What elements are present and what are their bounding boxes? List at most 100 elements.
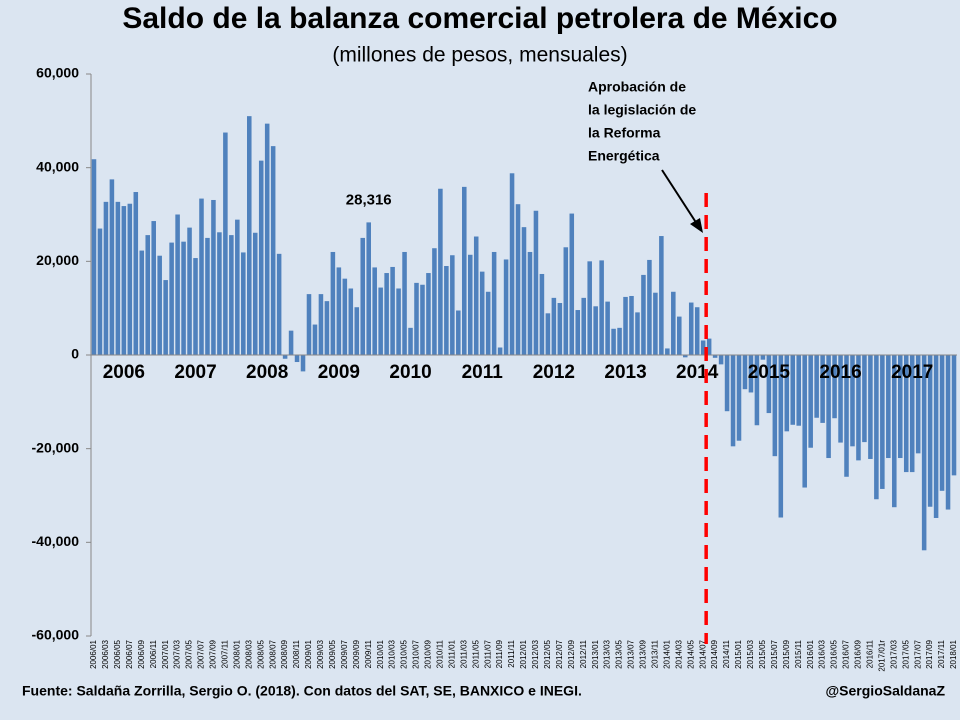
bar xyxy=(312,324,318,355)
bar xyxy=(659,236,664,355)
bar xyxy=(217,232,222,355)
x-tick-label: 2013/09 xyxy=(639,639,648,668)
x-tick-label: 2012/09 xyxy=(567,639,576,668)
bar xyxy=(736,355,742,441)
chart-subtitle: (millones de pesos, mensuales) xyxy=(332,44,627,67)
bar xyxy=(181,241,186,355)
chart-title: Saldo de la balanza comercial petrolera … xyxy=(122,2,837,35)
bar xyxy=(802,355,807,488)
x-tick-label: 2009/03 xyxy=(316,639,325,668)
x-tick-label: 2008/07 xyxy=(268,639,277,668)
x-tick-label: 2011/01 xyxy=(447,639,456,668)
x-tick-label: 2016/07 xyxy=(842,639,851,668)
bar xyxy=(575,310,581,355)
x-tick-label: 2011/09 xyxy=(495,639,504,668)
x-tick-label: 2010/09 xyxy=(424,639,433,668)
bar xyxy=(611,328,616,355)
x-tick-label: 2016/09 xyxy=(854,639,863,668)
bar xyxy=(605,301,610,355)
bar xyxy=(193,258,198,355)
year-label: 2017 xyxy=(891,362,933,383)
x-tick-label: 2007/01 xyxy=(161,639,170,668)
bar xyxy=(539,273,545,355)
bar xyxy=(951,355,957,476)
bar xyxy=(270,146,276,355)
bar xyxy=(557,303,563,355)
bar xyxy=(915,355,921,454)
bar xyxy=(127,203,133,355)
bar xyxy=(903,355,909,473)
x-tick-label: 2006/01 xyxy=(89,639,98,668)
x-tick-label: 2009/09 xyxy=(352,639,361,668)
bar xyxy=(163,280,168,355)
bar xyxy=(336,267,342,355)
x-tick-label: 2015/05 xyxy=(758,639,767,668)
x-tick-label: 2006/03 xyxy=(101,639,110,668)
x-tick-label: 2015/11 xyxy=(794,639,803,668)
data-label: 28,316 xyxy=(346,191,392,208)
bar xyxy=(820,355,825,423)
bar xyxy=(509,173,515,355)
bar xyxy=(246,116,252,356)
bar xyxy=(778,355,784,518)
bar xyxy=(772,355,778,457)
bar xyxy=(456,310,461,355)
y-tick-label: 20,000 xyxy=(36,252,79,268)
bar xyxy=(623,296,628,355)
bar xyxy=(527,251,533,355)
bar xyxy=(139,250,145,355)
x-tick-label: 2010/03 xyxy=(388,639,397,668)
annotation: Energética xyxy=(588,148,660,164)
bar xyxy=(838,355,843,443)
bar xyxy=(199,198,204,355)
y-tick-label: 40,000 xyxy=(36,158,79,174)
bar xyxy=(832,355,837,419)
bar xyxy=(617,327,622,355)
arrow xyxy=(661,169,698,225)
source: Fuente: Saldaña Zorrilla, Sergio O. (201… xyxy=(22,683,582,699)
bar xyxy=(653,292,658,355)
x-tick-label: 2015/07 xyxy=(770,639,779,668)
bar xyxy=(808,355,813,448)
bar xyxy=(629,295,634,355)
y-tick-label: -20,000 xyxy=(32,439,80,455)
year-label: 2009 xyxy=(318,362,360,383)
bar xyxy=(688,302,694,355)
bar xyxy=(886,355,891,459)
x-tick-label: 2008/09 xyxy=(280,639,289,668)
x-tick-label: 2007/09 xyxy=(209,639,218,668)
x-tick-label: 2008/11 xyxy=(292,639,301,668)
x-tick-label: 2007/07 xyxy=(197,639,206,668)
bar xyxy=(712,355,718,358)
bar xyxy=(432,248,437,355)
bar xyxy=(826,355,831,459)
bar xyxy=(784,355,790,432)
y-tick-label: 0 xyxy=(71,346,79,362)
x-tick-label: 2013/01 xyxy=(591,639,600,668)
bar xyxy=(354,307,360,355)
bar xyxy=(276,253,282,355)
bar xyxy=(109,179,115,355)
bar xyxy=(545,313,551,355)
bar xyxy=(677,316,682,355)
x-tick-label: 2014/03 xyxy=(674,639,683,668)
x-tick-label: 2011/07 xyxy=(483,639,492,668)
y-tick-label: 60,000 xyxy=(36,65,79,81)
bar xyxy=(252,232,258,355)
bar xyxy=(796,355,802,426)
bar xyxy=(462,186,467,355)
x-tick-label: 2012/07 xyxy=(555,639,564,668)
bar xyxy=(862,355,867,443)
bar xyxy=(635,312,640,355)
bar xyxy=(414,282,419,355)
bar xyxy=(444,266,449,355)
year-label: 2010 xyxy=(389,362,431,383)
bar xyxy=(766,355,772,414)
bar xyxy=(306,294,312,355)
x-tick-label: 2009/11 xyxy=(364,639,373,668)
bar xyxy=(294,355,300,363)
bar xyxy=(945,355,951,510)
x-tick-label: 2007/11 xyxy=(220,639,229,668)
x-tick-label: 2008/05 xyxy=(256,639,265,668)
x-tick-label: 2018/01 xyxy=(949,639,958,668)
